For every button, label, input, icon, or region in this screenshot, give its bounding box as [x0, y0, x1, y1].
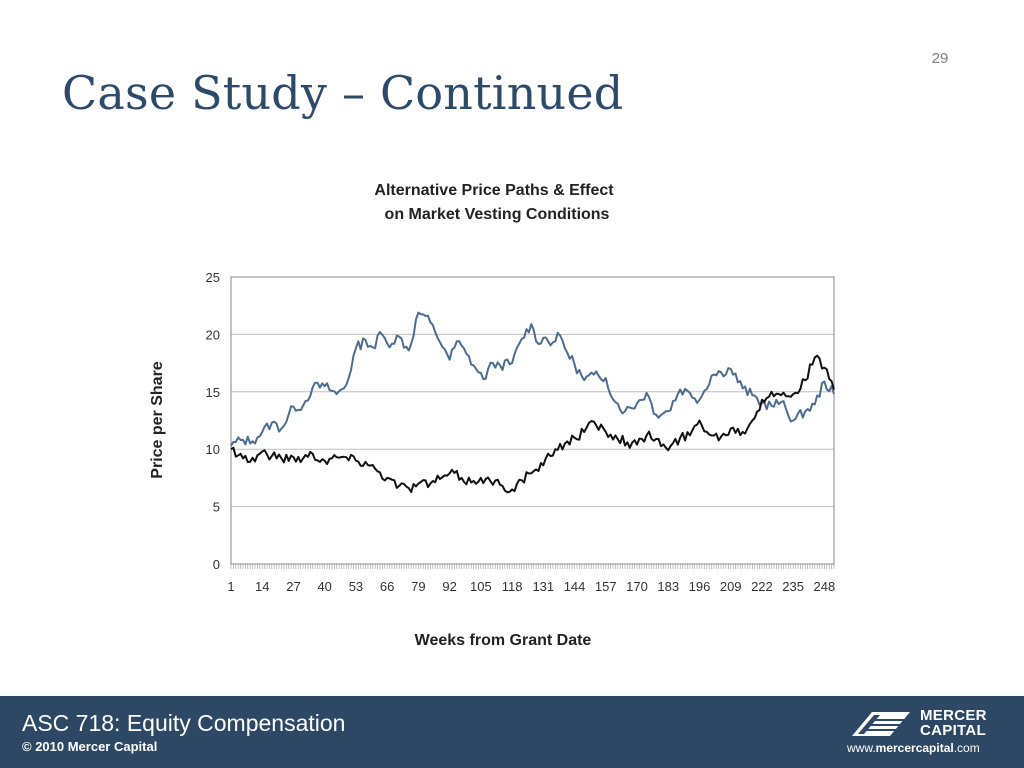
y-tick-labels: 0 5 10 15 20 25 — [206, 270, 220, 572]
x-tick-label: 105 — [470, 579, 492, 594]
url-prefix: www. — [847, 741, 876, 755]
x-tick-label: 92 — [442, 579, 456, 594]
y-tick-label: 15 — [206, 385, 220, 400]
x-tick-label: 40 — [317, 579, 331, 594]
url-brand: mercercapital — [875, 741, 954, 755]
website-url: www.mercercapital.com — [847, 741, 980, 755]
footer-copyright: © 2010 Mercer Capital — [22, 739, 158, 754]
x-tick-label: 79 — [411, 579, 425, 594]
x-tick-label: 1 — [227, 579, 234, 594]
chart-title-line1: Alternative Price Paths & Effect — [374, 182, 614, 199]
url-suffix: .com — [953, 741, 980, 755]
series-line-1 — [230, 311, 835, 447]
chart-title-line2: on Market Vesting Conditions — [385, 206, 610, 223]
y-axis-label: Price per Share — [149, 361, 166, 479]
x-tick-label: 170 — [626, 579, 648, 594]
grid-layer — [231, 333, 834, 508]
x-tick-label: 27 — [286, 579, 300, 594]
x-tick-label: 222 — [751, 579, 773, 594]
logo-line2: CAPITAL — [920, 722, 986, 739]
mercer-capital-logo: MERCER CAPITAL — [850, 708, 1010, 738]
series-line-2 — [230, 354, 835, 494]
x-tick-label: 235 — [782, 579, 804, 594]
x-tick-label: 157 — [595, 579, 617, 594]
slide-number: 29 — [931, 50, 949, 67]
footer-title: ASC 718: Equity Compensation — [22, 710, 346, 736]
y-tick-label: 5 — [213, 500, 220, 515]
x-tick-label: 131 — [532, 579, 554, 594]
x-tick-label: 144 — [564, 579, 586, 594]
x-axis-label: Weeks from Grant Date — [415, 632, 592, 649]
slide-title: Case Study – Continued — [62, 66, 624, 120]
x-tick-label: 53 — [349, 579, 363, 594]
x-tick-label: 183 — [657, 579, 679, 594]
y-tick-label: 25 — [206, 270, 220, 285]
y-tick-label: 20 — [206, 327, 220, 342]
y-tick-label: 0 — [213, 557, 220, 572]
plot-area-border — [230, 276, 835, 565]
x-tick-labels: 1 14 27 40 53 66 79 92 105 118 131 144 157 170 183 196 2… — [227, 564, 835, 594]
x-tick-label: 14 — [255, 579, 269, 594]
line-chart: Alternative Price Paths & Effect on Mark… — [149, 182, 835, 649]
x-tick-label: 118 — [502, 579, 523, 594]
logo-line1: MERCER — [920, 707, 987, 724]
y-tick-label: 10 — [206, 442, 220, 457]
x-tick-label: 196 — [689, 579, 711, 594]
x-tick-label: 209 — [720, 579, 742, 594]
series-layer — [230, 311, 835, 494]
x-tick-label: 248 — [814, 579, 836, 594]
footer-bar: ASC 718: Equity Compensation © 2010 Merc… — [0, 696, 1024, 768]
x-tick-label: 66 — [380, 579, 394, 594]
logo-mark-icon — [852, 712, 910, 736]
